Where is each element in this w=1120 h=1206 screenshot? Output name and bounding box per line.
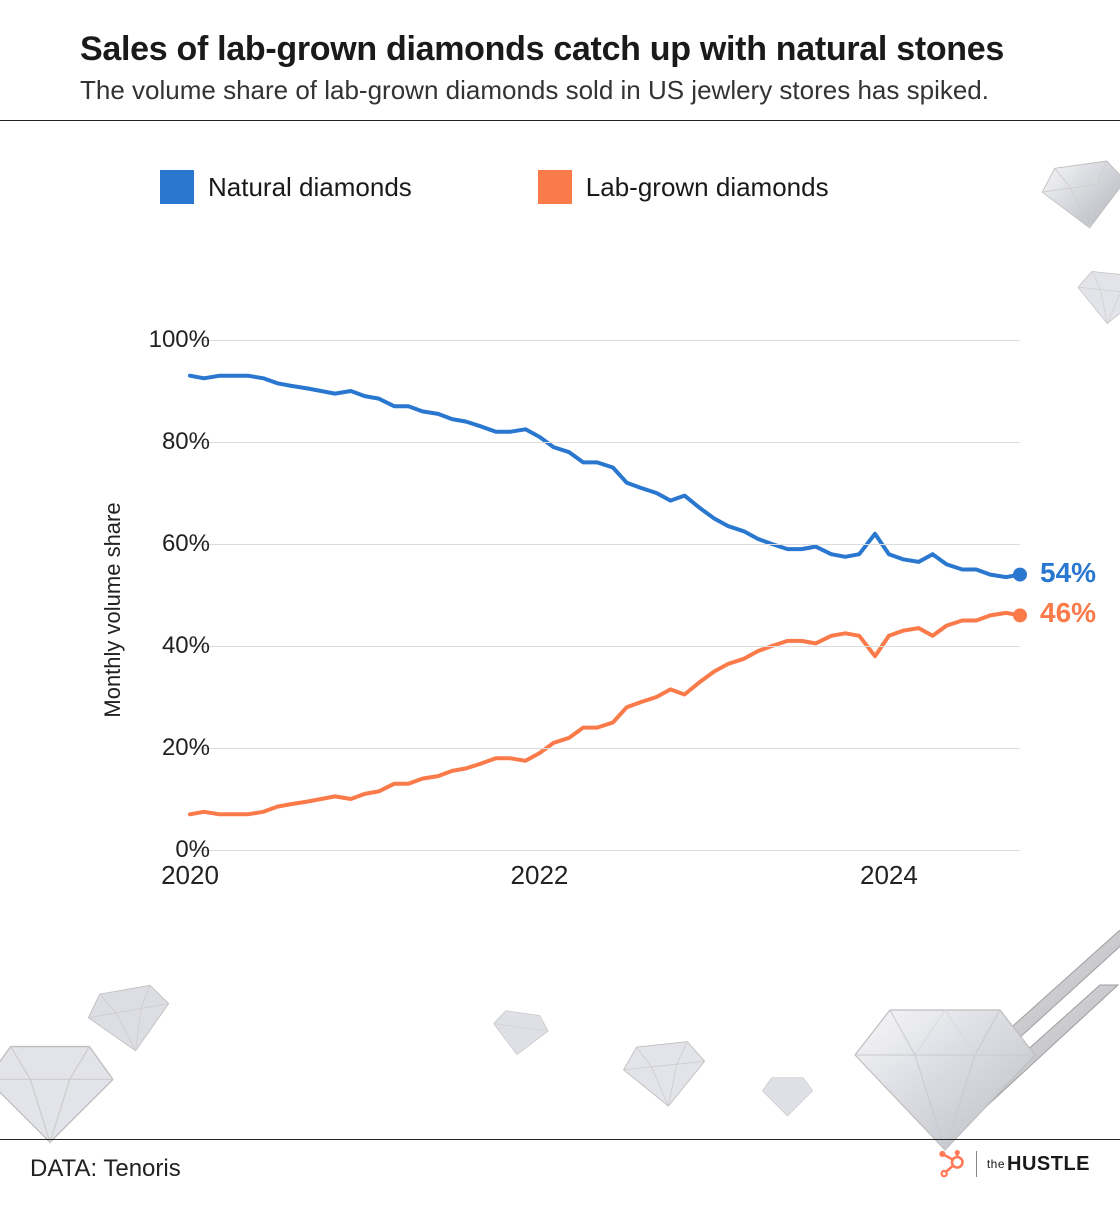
y-tick-label: 20% xyxy=(120,734,210,762)
diamond-icon xyxy=(487,1006,553,1060)
legend-label-lab: Lab-grown diamonds xyxy=(586,172,829,203)
series-end-marker xyxy=(1013,608,1027,622)
diamond-icon xyxy=(80,978,180,1061)
brand-name: theHUSTLE xyxy=(987,1153,1090,1176)
series-end-label: 54% xyxy=(1040,557,1096,589)
divider-bottom xyxy=(0,1139,1120,1140)
grid-line xyxy=(190,748,1020,749)
y-tick-label: 60% xyxy=(120,530,210,558)
line-chart: Monthly volume share 0%20%40%60%80%100%2… xyxy=(95,300,1055,920)
diamond-icon xyxy=(1036,154,1120,236)
chart-card: Sales of lab-grown diamonds catch up wit… xyxy=(0,0,1120,1206)
y-tick-label: 40% xyxy=(120,632,210,660)
chart-lines xyxy=(190,340,1020,850)
diamond-icon xyxy=(0,1040,120,1145)
diamond-icon xyxy=(617,1035,714,1112)
diamond-icon xyxy=(760,1075,815,1117)
series-line xyxy=(190,613,1020,814)
chart-title: Sales of lab-grown diamonds catch up wit… xyxy=(80,30,1004,69)
y-tick-label: 80% xyxy=(120,428,210,456)
diamond-tweezers-icon xyxy=(820,930,1120,1160)
brand-text: HUSTLE xyxy=(1007,1153,1090,1175)
legend-item-natural: Natural diamonds xyxy=(160,170,412,204)
legend-swatch-lab xyxy=(538,170,572,204)
legend-swatch-natural xyxy=(160,170,194,204)
hubspot-icon xyxy=(938,1150,966,1178)
series-end-label: 46% xyxy=(1040,597,1096,629)
diamond-icon xyxy=(1072,266,1120,328)
x-tick-label: 2024 xyxy=(860,860,918,891)
grid-line xyxy=(190,442,1020,443)
grid-line xyxy=(190,850,1020,851)
y-tick-label: 100% xyxy=(120,326,210,354)
divider-top xyxy=(0,120,1120,121)
plot-area xyxy=(190,340,1020,850)
series-line xyxy=(190,376,1020,577)
chart-subtitle: The volume share of lab-grown diamonds s… xyxy=(80,75,989,106)
x-tick-label: 2022 xyxy=(511,860,569,891)
brand-prefix: the xyxy=(987,1157,1005,1171)
data-source: DATA: Tenoris xyxy=(30,1155,181,1183)
grid-line xyxy=(190,340,1020,341)
brand-footer: theHUSTLE xyxy=(938,1150,1090,1178)
legend-item-lab: Lab-grown diamonds xyxy=(538,170,829,204)
grid-line xyxy=(190,646,1020,647)
grid-line xyxy=(190,544,1020,545)
series-end-marker xyxy=(1013,568,1027,582)
footer-divider-icon xyxy=(976,1151,977,1177)
legend: Natural diamonds Lab-grown diamonds xyxy=(160,170,829,204)
x-tick-label: 2020 xyxy=(161,860,219,891)
legend-label-natural: Natural diamonds xyxy=(208,172,412,203)
